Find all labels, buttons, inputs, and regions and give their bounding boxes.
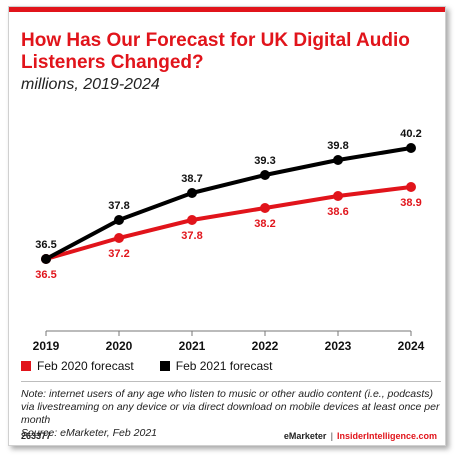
legend-item-feb2020: Feb 2020 forecast <box>21 359 134 373</box>
x-tick-label-2022: 2022 <box>252 339 279 353</box>
series-line-feb2020 <box>44 185 413 261</box>
brand-name: eMarketer <box>283 431 327 441</box>
point-feb2021-2024 <box>406 143 416 153</box>
legend-swatch-feb2021 <box>159 361 170 371</box>
point-feb2021-2022 <box>260 170 270 180</box>
brand-separator: | <box>330 431 333 441</box>
chart-subtitle: millions, 2019-2024 <box>21 76 160 93</box>
x-tick-label-2020: 2020 <box>106 339 133 353</box>
data-label-feb2021-2024: 40.2 <box>400 128 421 140</box>
series-line-feb2021 <box>44 146 413 261</box>
divider <box>21 381 441 382</box>
x-tick-label-2024: 2024 <box>398 339 425 353</box>
point-feb2020-2024 <box>406 182 416 192</box>
note-text: Note: internet users of any age who list… <box>21 388 440 426</box>
chart-title: How Has Our Forecast for UK Digital Audi… <box>21 30 410 73</box>
line-chart: 2019 2020 2021 2022 2023 2024 36.5 37.2 37.8 38.2… <box>33 128 425 353</box>
legend-swatch-feb2020 <box>21 361 31 371</box>
data-label-feb2020-2020: 37.2 <box>108 248 129 260</box>
point-feb2021-2021 <box>187 188 197 198</box>
chart-card: How Has Our Forecast for UK Digital Audi… <box>8 6 446 446</box>
data-label-feb2021-2022: 39.3 <box>254 155 275 167</box>
legend-item-feb2021: Feb 2021 forecast <box>159 359 273 373</box>
x-tick-label-2021: 2021 <box>179 339 206 353</box>
data-label-feb2020-2024: 38.9 <box>400 197 421 209</box>
legend: Feb 2020 forecast Feb 2021 forecast <box>21 359 298 373</box>
footer-brand: eMarketer | InsiderIntelligence.com <box>284 431 437 441</box>
x-tick-label-2019: 2019 <box>33 339 60 353</box>
point-feb2020-2021 <box>187 215 197 225</box>
chart-id: 263377 <box>21 431 52 441</box>
point-feb2020-2020 <box>114 233 124 243</box>
legend-label-feb2021: Feb 2021 forecast <box>175 359 273 373</box>
data-label-feb2021-2023: 39.8 <box>327 140 348 152</box>
data-label-feb2021-2021: 38.7 <box>181 173 202 185</box>
accent-bar <box>9 7 445 12</box>
point-feb2020-2022 <box>260 203 270 213</box>
point-feb2021-2020 <box>114 215 124 225</box>
x-tick-label-2023: 2023 <box>325 339 352 353</box>
data-label-feb2020-2021: 37.8 <box>181 230 202 242</box>
data-label-feb2020-2019: 36.5 <box>35 269 56 281</box>
point-feb2021-2019 <box>41 254 51 264</box>
data-label-feb2020-2023: 38.6 <box>327 206 348 218</box>
point-feb2021-2023 <box>333 155 343 165</box>
source-text: Source: eMarketer, Feb 2021 <box>21 427 157 439</box>
data-label-feb2020-2022: 38.2 <box>254 218 275 230</box>
legend-label-feb2020: Feb 2020 forecast <box>37 359 134 373</box>
brand-site: InsiderIntelligence.com <box>336 431 437 441</box>
point-feb2020-2023 <box>333 191 343 201</box>
data-label-feb2021-2019: 36.5 <box>35 239 56 251</box>
data-label-feb2021-2020: 37.8 <box>108 200 129 212</box>
note-block: Note: internet users of any age who list… <box>21 388 446 440</box>
